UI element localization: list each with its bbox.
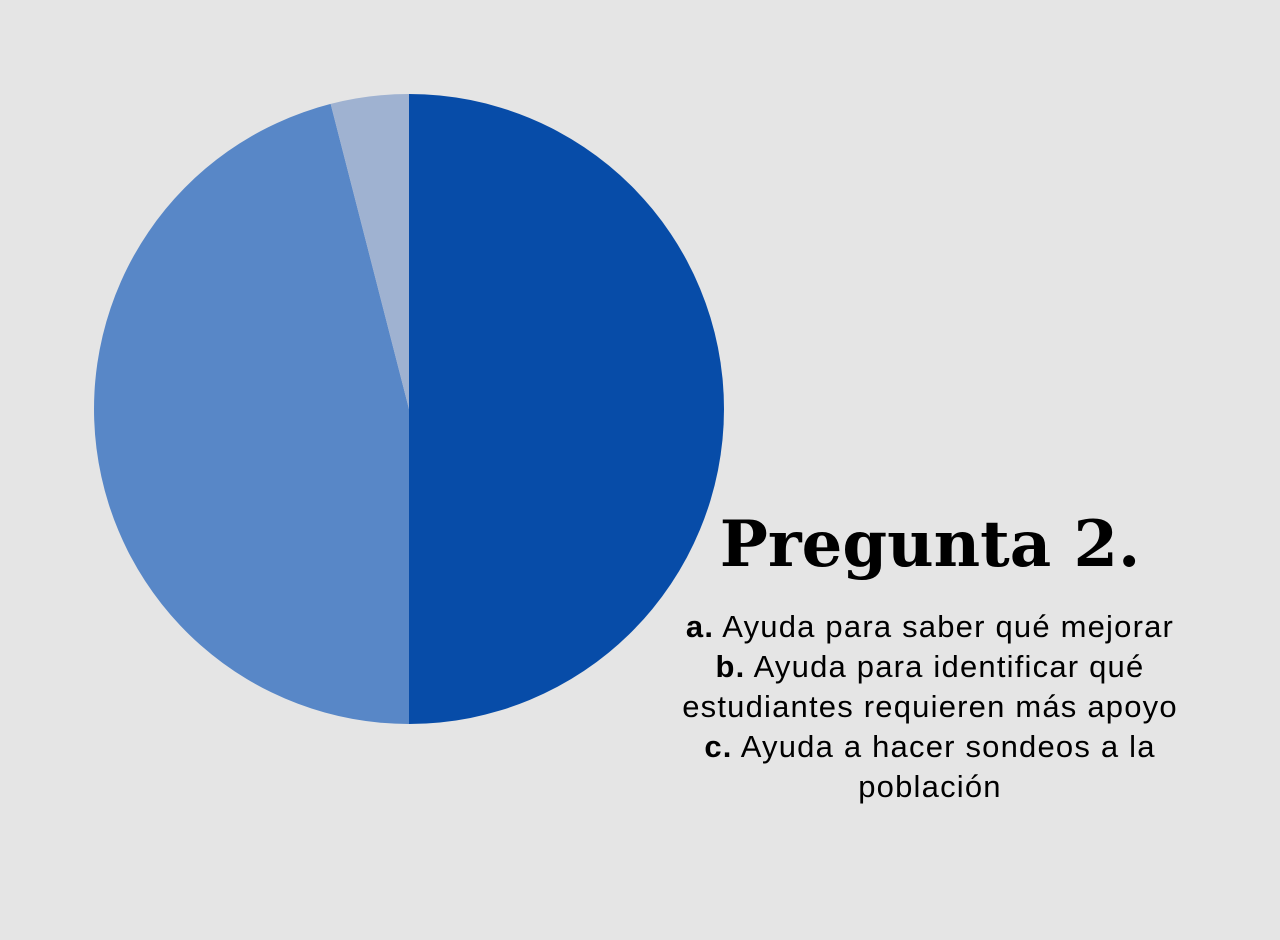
legend-text-c: Ayuda a hacer sondeos a la población [740, 729, 1156, 804]
legend-item-c: c. Ayuda a hacer sondeos a la población [660, 727, 1200, 807]
legend-key-c: c. [704, 729, 733, 764]
legend: a. Ayuda para saber qué mejorar b. Ayuda… [660, 607, 1200, 807]
legend-key-a: a. [685, 609, 715, 644]
legend-text-b: Ayuda para identificar qué estudiantes r… [682, 649, 1178, 724]
pie-chart [94, 94, 724, 724]
legend-item-a: a. Ayuda para saber qué mejorar [660, 607, 1200, 647]
legend-key-b: b. [715, 649, 746, 684]
pie-slice-b [94, 103, 409, 724]
legend-text-a: Ayuda para saber qué mejorar [722, 609, 1175, 644]
chart-title: Pregunta 2. [719, 507, 1141, 582]
legend-item-b: b. Ayuda para identificar qué estudiante… [660, 647, 1200, 727]
pie-slice-c [330, 94, 409, 409]
pie-slice-a [409, 94, 724, 724]
